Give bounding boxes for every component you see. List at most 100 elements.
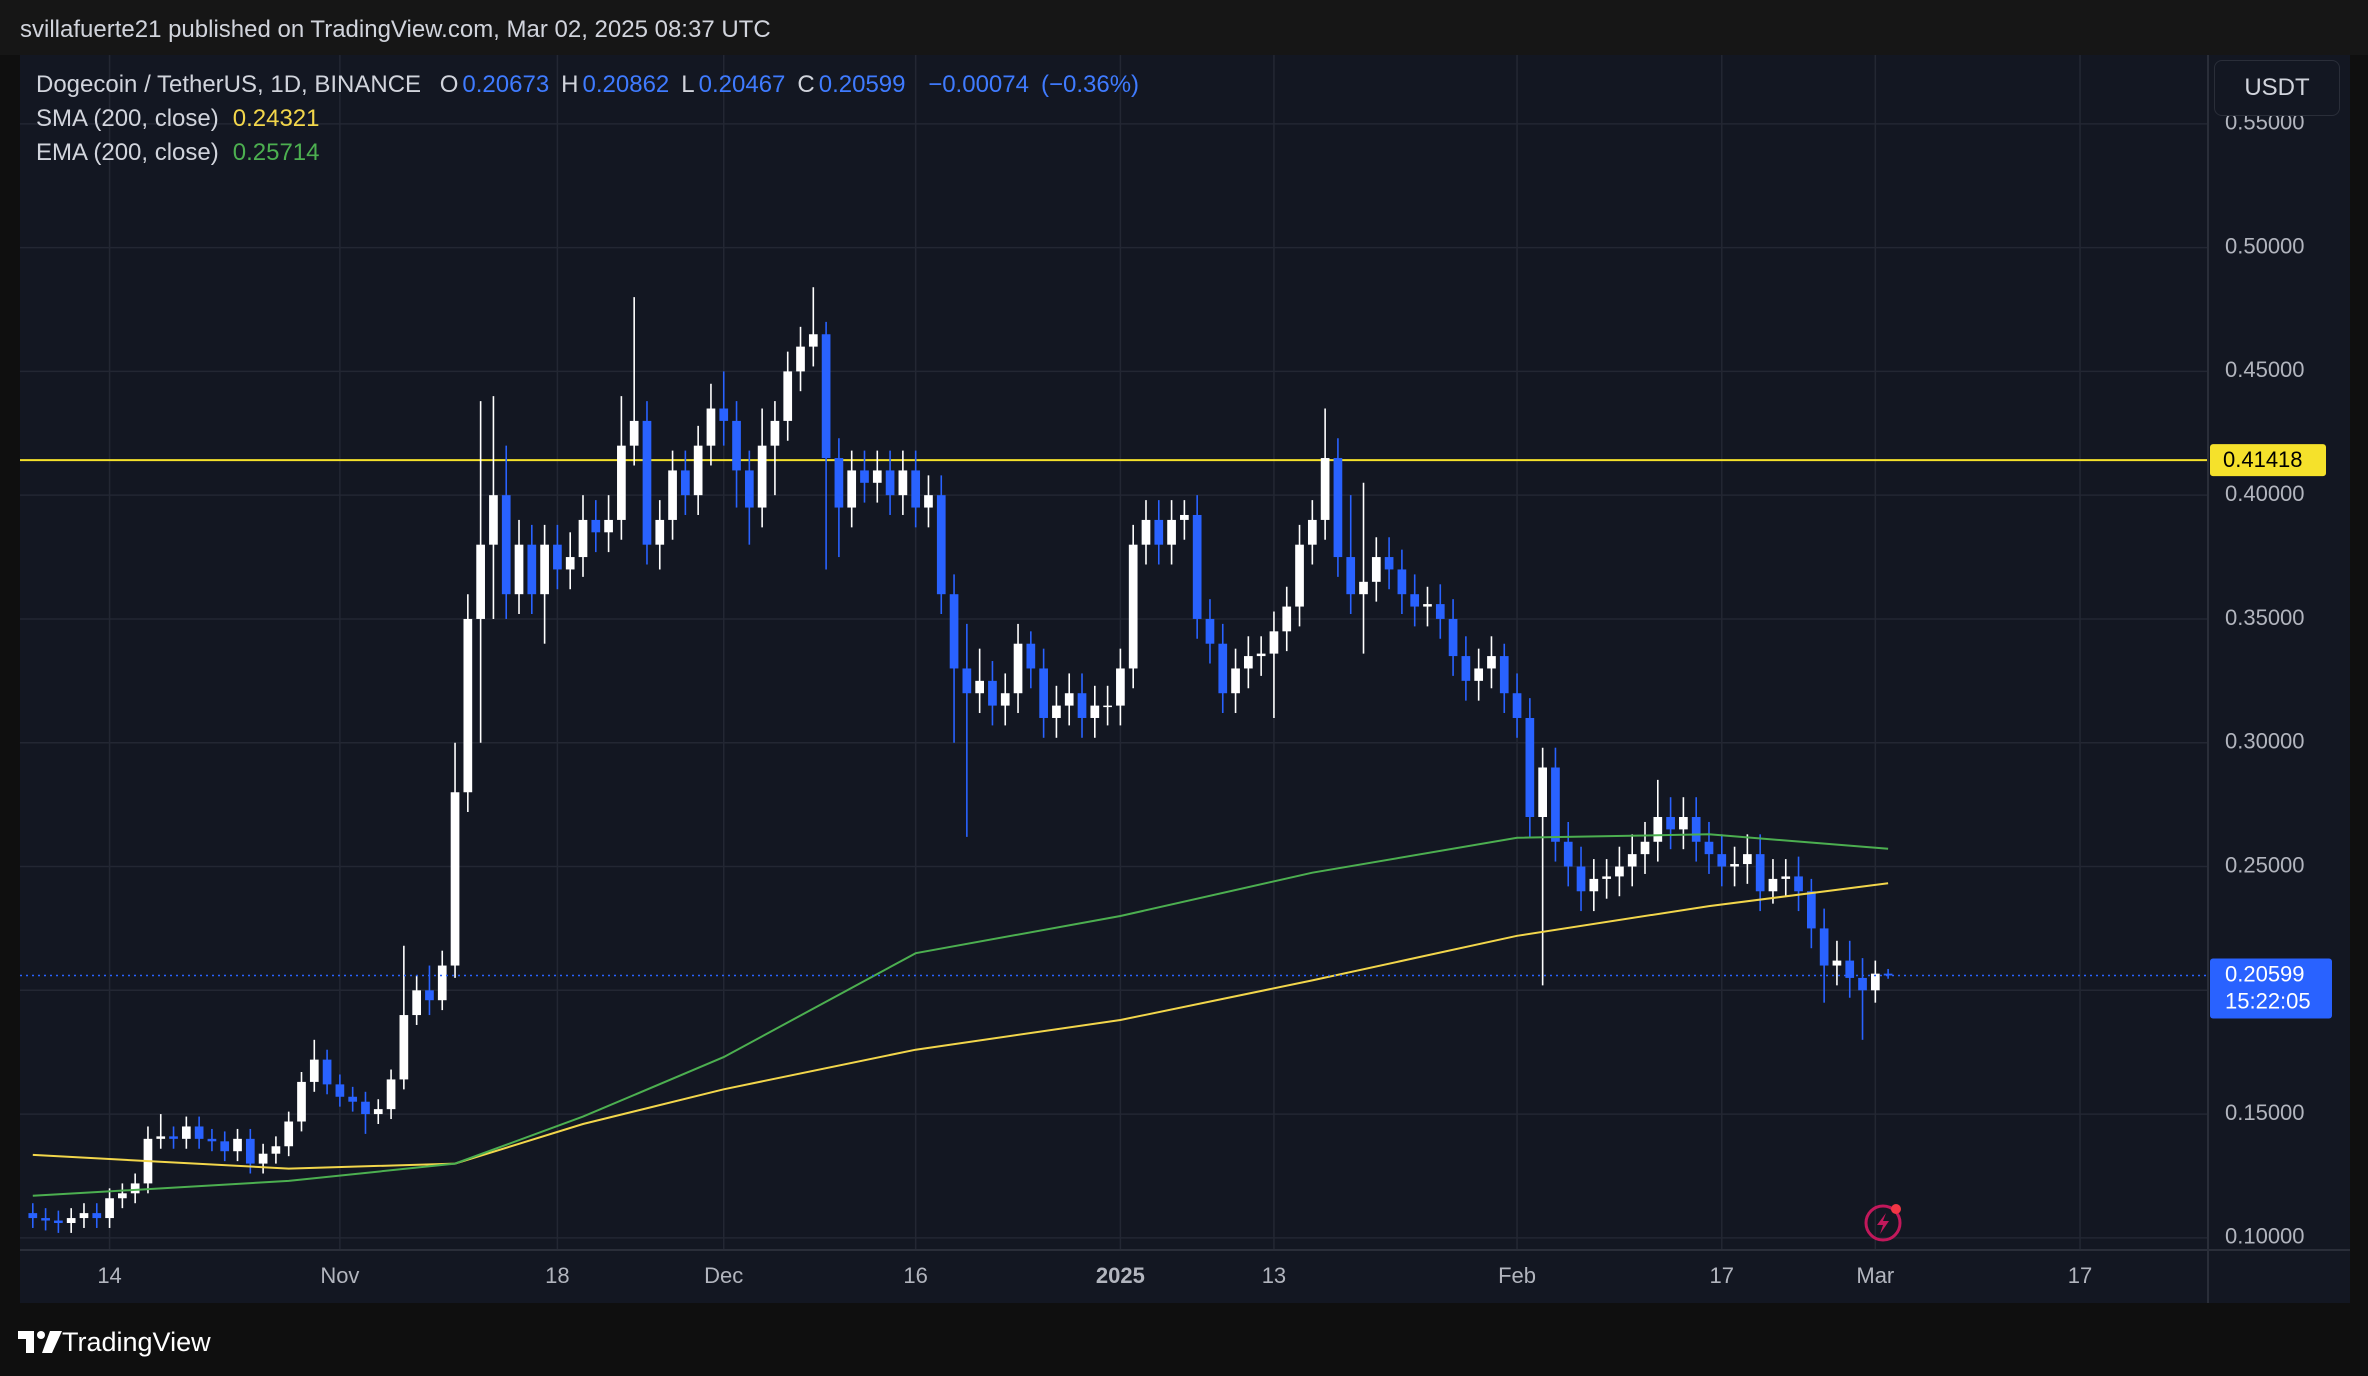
- candle-body: [194, 1126, 204, 1139]
- candle-body: [604, 519, 613, 533]
- grid: [20, 55, 2208, 1250]
- chart: 0.100000.150000.200000.250000.300000.350…: [0, 55, 2368, 1303]
- currency-button[interactable]: USDT: [2214, 60, 2340, 116]
- candle-body: [1397, 569, 1407, 595]
- candle-body: [105, 1198, 114, 1219]
- candle-body: [1525, 717, 1535, 818]
- candle-body: [1231, 668, 1240, 694]
- footer: TradingView: [0, 1303, 2368, 1376]
- indicator-row: SMA (200, close) 0.24321: [36, 102, 1151, 136]
- candle-body: [1589, 878, 1599, 892]
- candle-body: [130, 1183, 140, 1194]
- candle-body: [1717, 854, 1727, 867]
- candle-body: [1615, 866, 1624, 877]
- logo-part: [18, 1331, 34, 1353]
- candle-body: [808, 334, 818, 347]
- candle-body: [1026, 643, 1036, 669]
- candle-body: [476, 544, 485, 619]
- alert-dot: [1891, 1204, 1901, 1214]
- symbol: Dogecoin / TetherUS, 1D, BINANCE: [36, 71, 422, 98]
- candle-body: [1000, 693, 1010, 706]
- candle-body: [1384, 557, 1394, 570]
- candle-body: [118, 1193, 127, 1199]
- candle-body: [245, 1138, 255, 1164]
- quote-value: 0.20599: [818, 71, 906, 98]
- candle-body: [1551, 767, 1560, 842]
- quote-value: 0.20673: [462, 71, 550, 98]
- change: −0.00074: [928, 71, 1029, 98]
- candle-body: [233, 1138, 242, 1152]
- candle-body: [207, 1138, 217, 1142]
- quote-label: O: [439, 71, 459, 98]
- candle-body: [975, 680, 984, 694]
- x-tick-label: Dec: [704, 1263, 743, 1288]
- candle-body: [1666, 817, 1675, 830]
- candle-body: [1128, 544, 1138, 669]
- candle-body: [1116, 668, 1125, 706]
- candle-body: [1256, 653, 1266, 657]
- candle-body: [1640, 841, 1650, 855]
- candle-body: [988, 680, 997, 706]
- candle-body: [54, 1220, 63, 1224]
- candle-body: [1538, 767, 1547, 818]
- candle-body: [783, 371, 793, 421]
- candle-body: [565, 557, 575, 570]
- candle-body: [258, 1153, 268, 1164]
- candle-body: [1883, 973, 1893, 976]
- y-tick-label: 0.30000: [2225, 729, 2305, 754]
- y-tick-label: 0.15000: [2225, 1100, 2305, 1125]
- quote-row: Dogecoin / TetherUS, 1D, BINANCE O 0.2067…: [36, 68, 1151, 102]
- x-tick-label: 2025: [1096, 1263, 1145, 1288]
- candle-body: [335, 1084, 345, 1097]
- candle-body: [540, 544, 549, 595]
- alert-icon: [1864, 1204, 1902, 1242]
- candle-body: [706, 408, 716, 446]
- candle-body: [1602, 876, 1611, 879]
- candle-body: [1333, 458, 1343, 558]
- candle-body: [1819, 928, 1829, 966]
- x-tick-label: Feb: [1498, 1263, 1536, 1288]
- logo-part: [42, 1331, 62, 1353]
- change-pct: (−0.36%): [1040, 71, 1140, 98]
- candle-body: [642, 420, 652, 545]
- quotes: O 0.20673 H 0.20862 L 0.20467 C 0.20599: [440, 71, 918, 98]
- candle-body: [1627, 854, 1637, 867]
- y-tick-label: 0.25000: [2225, 852, 2305, 877]
- candle-body: [1064, 693, 1074, 706]
- candle-body: [284, 1121, 294, 1147]
- legend-entry: EMA (200, close): [36, 139, 219, 166]
- candle-body: [1052, 705, 1061, 718]
- indicator-row: EMA (200, close) 0.25714: [36, 136, 1151, 170]
- indicator-line: [32, 833, 1889, 1197]
- candle-body: [1410, 594, 1420, 607]
- quote-label: C: [797, 71, 815, 98]
- candle-body: [1781, 876, 1791, 879]
- candle-body: [1691, 817, 1701, 842]
- candle-body: [501, 495, 511, 595]
- y-tick-label: 0.35000: [2225, 605, 2305, 630]
- candle-body: [1806, 891, 1816, 929]
- candle-body: [924, 495, 933, 508]
- candle-body: [821, 334, 831, 459]
- legend-entry: SMA (200, close): [36, 105, 219, 132]
- candle-body: [66, 1218, 76, 1224]
- candle-body: [1167, 519, 1176, 545]
- candle-body: [1205, 618, 1215, 644]
- candle-body: [271, 1146, 281, 1154]
- candle-body: [757, 445, 767, 508]
- candle-body: [936, 495, 946, 595]
- x-tick-label: 18: [545, 1263, 569, 1288]
- candle-body: [693, 445, 703, 496]
- candle-body: [361, 1101, 370, 1115]
- candle-body: [527, 544, 537, 595]
- x-tick-label: 17: [1710, 1263, 1734, 1288]
- candle-body: [1512, 693, 1522, 718]
- candle-body: [28, 1213, 38, 1219]
- candle-body: [1435, 604, 1445, 619]
- candle-body: [744, 470, 754, 508]
- candle-body: [373, 1109, 383, 1115]
- candle-body: [668, 470, 677, 520]
- candle-body: [1832, 960, 1842, 966]
